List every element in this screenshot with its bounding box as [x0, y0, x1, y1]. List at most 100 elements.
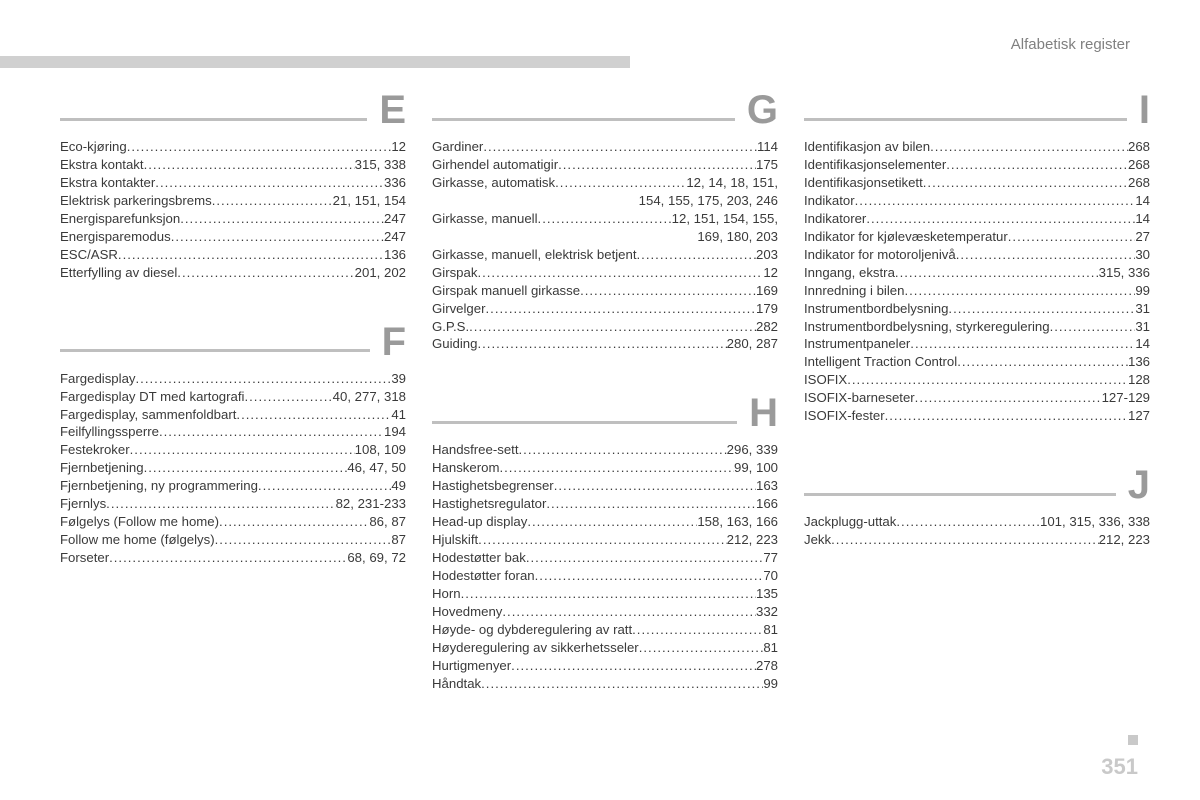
entry-dots: ........................................…: [483, 138, 757, 156]
entry-label: Horn: [432, 585, 461, 603]
entry-pages: 86, 87: [369, 513, 406, 531]
index-entry: Etterfylling av diesel..................…: [60, 264, 406, 282]
entry-pages: 46, 47, 50: [347, 459, 406, 477]
section-header: G: [432, 90, 778, 130]
entry-dots: ........................................…: [477, 264, 763, 282]
entry-label: Høyderegulering av sikkerhetsseler: [432, 639, 639, 657]
entry-pages: 81: [763, 639, 778, 657]
index-entry: Høyde- og dybderegulering av ratt.......…: [432, 621, 778, 639]
entry-label: Eco-kjøring: [60, 138, 127, 156]
entry-label: Hurtigmenyer: [432, 657, 511, 675]
entry-dots: ........................................…: [481, 675, 763, 693]
index-entry: Feilfyllingssperre......................…: [60, 423, 406, 441]
index-entry: Girvelger...............................…: [432, 300, 778, 318]
index-entry: Jackplugg-uttak.........................…: [804, 513, 1150, 531]
index-entry: ISOFIX-barneseter.......................…: [804, 389, 1150, 407]
entry-pages: 77: [763, 549, 778, 567]
entry-dots: ........................................…: [866, 210, 1135, 228]
entry-pages: 14: [1135, 210, 1150, 228]
entry-pages: 39: [391, 370, 406, 388]
index-entry: Indikatorer.............................…: [804, 210, 1150, 228]
index-entry: Intelligent Traction Control............…: [804, 353, 1150, 371]
index-entry: Follow me home (følgelys)...............…: [60, 531, 406, 549]
entry-label: Girkasse, manuell, elektrisk betjent: [432, 246, 637, 264]
index-entry: Hjulskift...............................…: [432, 531, 778, 549]
entry-pages: 212, 223: [727, 531, 778, 549]
entry-dots: ........................................…: [930, 138, 1128, 156]
entry-label: ISOFIX: [804, 371, 847, 389]
index-entry: Indikator for kjølevæsketemperatur......…: [804, 228, 1150, 246]
index-entry: Girspak.................................…: [432, 264, 778, 282]
entry-dots: ........................................…: [511, 657, 756, 675]
entry-pages: 136: [384, 246, 406, 264]
entry-dots: ........................................…: [461, 585, 756, 603]
entry-dots: ........................................…: [847, 371, 1128, 389]
index-entry: Eco-kjøring.............................…: [60, 138, 406, 156]
index-entry: G.P.S...................................…: [432, 318, 778, 336]
entry-label: Hanskerom: [432, 459, 499, 477]
page-marker-icon: [1128, 735, 1138, 745]
entry-pages: 268: [1128, 174, 1150, 192]
entry-label: Indikator for kjølevæsketemperatur: [804, 228, 1008, 246]
entry-label: Håndtak: [432, 675, 481, 693]
entry-dots: ........................................…: [144, 156, 355, 174]
entry-label: Fjernlys: [60, 495, 106, 513]
entry-label: Hodestøtter foran: [432, 567, 535, 585]
entry-label: Følgelys (Follow me home): [60, 513, 219, 531]
entry-dots: ........................................…: [486, 300, 756, 318]
entry-label: Fargedisplay, sammenfoldbart: [60, 406, 236, 424]
entry-label: Elektrisk parkeringsbrems: [60, 192, 212, 210]
index-entry: Følgelys (Follow me home)...............…: [60, 513, 406, 531]
entry-dots: ........................................…: [885, 407, 1128, 425]
entry-dots: ........................................…: [106, 495, 335, 513]
section-header: H: [432, 393, 778, 433]
index-entry: Instrumentbordbelysning, styrkeregulerin…: [804, 318, 1150, 336]
entry-dots: ........................................…: [637, 246, 756, 264]
index-entry: ISOFIX-fester...........................…: [804, 407, 1150, 425]
index-entry: Ekstra kontakt..........................…: [60, 156, 406, 174]
entry-dots: ........................................…: [555, 174, 686, 192]
entry-pages: 127: [1128, 407, 1150, 425]
index-entry: Head-up display.........................…: [432, 513, 778, 531]
entry-dots: ........................................…: [171, 228, 384, 246]
entry-pages: 49: [391, 477, 406, 495]
entry-pages: 81: [763, 621, 778, 639]
index-entry: Forseter................................…: [60, 549, 406, 567]
entry-pages: 68, 69, 72: [347, 549, 406, 567]
entry-dots: ........................................…: [477, 335, 726, 353]
entry-dots: ........................................…: [177, 264, 354, 282]
index-entry: ESC/ASR.................................…: [60, 246, 406, 264]
entry-label: Inngang, ekstra: [804, 264, 895, 282]
entry-pages-cont: 169, 180, 203: [432, 228, 778, 246]
entry-label: ISOFIX-fester: [804, 407, 885, 425]
entry-pages: 82, 231-233: [336, 495, 406, 513]
section-letter: F: [382, 322, 406, 362]
entry-dots: ........................................…: [215, 531, 392, 549]
entry-pages: 99, 100: [734, 459, 778, 477]
entry-pages: 14: [1135, 335, 1150, 353]
entry-label: Indikator: [804, 192, 855, 210]
top-grey-bar: [0, 56, 630, 68]
entry-pages: 99: [763, 675, 778, 693]
entry-pages: 12: [391, 138, 406, 156]
entry-label: Girkasse, manuell: [432, 210, 538, 228]
entry-pages: 247: [384, 228, 406, 246]
entry-pages: 336: [384, 174, 406, 192]
entry-pages: 194: [384, 423, 406, 441]
entry-label: Girvelger: [432, 300, 486, 318]
index-entry: Innredning i bilen......................…: [804, 282, 1150, 300]
entry-dots: ........................................…: [895, 264, 1099, 282]
section-header: E: [60, 90, 406, 130]
section-header: I: [804, 90, 1150, 130]
entry-dots: ........................................…: [526, 549, 764, 567]
entry-label: Indikator for motoroljenivå: [804, 246, 956, 264]
entry-pages: 280, 287: [727, 335, 778, 353]
entry-pages: 169: [756, 282, 778, 300]
entry-dots: ........................................…: [855, 192, 1136, 210]
entry-label: Hastighetsbegrenser: [432, 477, 554, 495]
entry-dots: ........................................…: [219, 513, 369, 531]
entry-dots: ........................................…: [212, 192, 333, 210]
index-entry: ISOFIX..................................…: [804, 371, 1150, 389]
index-section: FFargedisplay...........................…: [60, 322, 406, 567]
index-entry: Girkasse, automatisk....................…: [432, 174, 778, 192]
